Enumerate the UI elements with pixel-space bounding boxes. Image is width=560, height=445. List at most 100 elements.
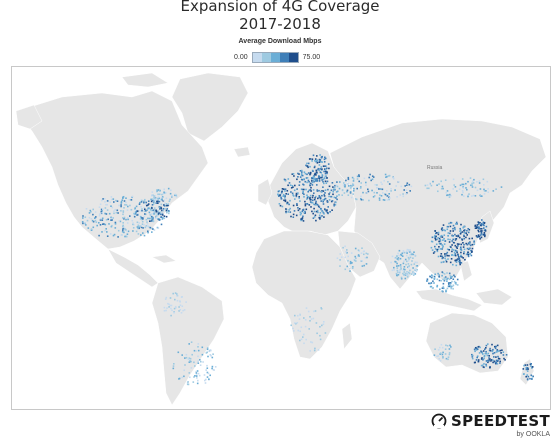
coverage-dot <box>452 178 455 181</box>
landmass-new-zealand <box>519 358 535 386</box>
coverage-dot <box>122 196 125 198</box>
coverage-dot <box>171 195 173 197</box>
coverage-dot <box>143 224 145 226</box>
coverage-dot <box>308 204 311 206</box>
coverage-dot <box>183 309 186 311</box>
coverage-dot <box>483 363 485 365</box>
coverage-dot <box>133 215 136 218</box>
coverage-dot <box>471 186 474 188</box>
coverage-dot <box>403 268 405 270</box>
coverage-dot <box>157 189 160 191</box>
coverage-dot <box>135 205 138 208</box>
coverage-dot <box>317 168 319 171</box>
coverage-dot <box>157 210 159 213</box>
coverage-dot <box>347 259 349 262</box>
coverage-dot <box>447 356 450 358</box>
coverage-dot <box>101 199 103 202</box>
coverage-dot <box>289 184 292 186</box>
coverage-dot <box>308 189 310 192</box>
coverage-dot <box>395 185 397 187</box>
coverage-dot <box>296 322 299 324</box>
coverage-dot <box>347 194 350 196</box>
coverage-dot <box>296 203 298 205</box>
coverage-dot <box>184 364 186 366</box>
coverage-dot <box>436 248 438 251</box>
coverage-dot <box>400 277 403 280</box>
coverage-dot <box>471 356 474 358</box>
coverage-dot <box>153 197 155 199</box>
coverage-dot <box>330 195 332 198</box>
coverage-dot <box>432 252 435 254</box>
coverage-dot <box>491 350 494 353</box>
coverage-dot <box>351 262 353 264</box>
coverage-dot <box>161 193 163 196</box>
coverage-dot <box>312 212 314 215</box>
coverage-dot <box>483 227 485 229</box>
coverage-dot <box>307 196 310 198</box>
coverage-dot <box>314 214 317 217</box>
coverage-dot <box>336 185 339 188</box>
coverage-dot <box>102 208 104 210</box>
coverage-dot <box>482 350 485 352</box>
coverage-dot <box>467 228 469 230</box>
coverage-dot <box>161 209 163 212</box>
coverage-dot <box>499 349 502 352</box>
coverage-dot <box>98 234 100 237</box>
coverage-dot <box>301 174 304 177</box>
coverage-dot <box>201 353 204 356</box>
landmass-caribbean <box>151 254 177 264</box>
coverage-dot <box>99 219 102 221</box>
coverage-dot <box>369 177 371 179</box>
coverage-dot <box>120 202 123 204</box>
coverage-dot <box>138 227 140 230</box>
coverage-dot <box>485 365 488 367</box>
coverage-dot <box>189 360 191 362</box>
coverage-dot <box>142 218 144 220</box>
coverage-dot <box>196 377 198 379</box>
coverage-dot <box>448 272 451 275</box>
coverage-dot <box>488 360 490 362</box>
coverage-dot <box>95 221 98 223</box>
coverage-dot <box>482 353 484 355</box>
coverage-dot <box>154 195 156 197</box>
coverage-dot <box>345 179 347 182</box>
coverage-dot <box>503 357 505 360</box>
coverage-dot <box>456 251 458 254</box>
coverage-dot <box>81 221 84 223</box>
coverage-dot <box>157 199 160 201</box>
coverage-dot <box>442 282 445 285</box>
coverage-dot <box>437 231 440 234</box>
coverage-dot <box>284 199 287 201</box>
coverage-dot <box>324 209 327 211</box>
coverage-dot <box>404 258 407 261</box>
coverage-dot <box>142 232 144 234</box>
coverage-dot <box>320 161 322 163</box>
coverage-dot <box>465 232 468 234</box>
coverage-dot <box>444 257 446 260</box>
coverage-dot <box>477 234 480 236</box>
coverage-dot <box>326 167 328 170</box>
coverage-dot <box>443 243 446 245</box>
coverage-dot <box>157 218 159 220</box>
coverage-dot <box>404 185 406 187</box>
coverage-dot <box>403 266 406 268</box>
coverage-dot <box>396 269 399 272</box>
coverage-dot <box>311 181 314 184</box>
coverage-dot <box>150 220 153 222</box>
coverage-dot <box>283 199 285 202</box>
coverage-dot <box>483 224 485 227</box>
coverage-dot <box>98 206 101 208</box>
coverage-dot <box>127 230 130 233</box>
coverage-dot <box>94 211 97 213</box>
coverage-dot <box>170 304 173 307</box>
coverage-dot <box>331 209 333 211</box>
coverage-dot <box>309 189 311 191</box>
coverage-dot <box>304 210 306 213</box>
coverage-dot <box>133 223 135 226</box>
coverage-dot <box>393 269 395 271</box>
coverage-dot <box>117 212 119 214</box>
coverage-dot <box>468 228 471 231</box>
coverage-dot <box>406 275 409 277</box>
coverage-dot <box>319 212 322 214</box>
coverage-dot <box>336 257 339 259</box>
